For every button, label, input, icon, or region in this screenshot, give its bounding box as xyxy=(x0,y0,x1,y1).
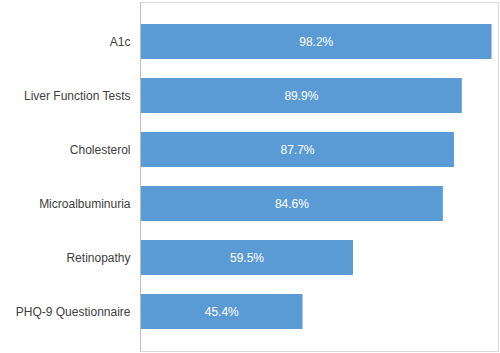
svg-text:PHQ-9 Questionnaire: PHQ-9 Questionnaire xyxy=(16,305,131,319)
svg-text:Cholesterol: Cholesterol xyxy=(70,143,131,157)
svg-text:Liver Function Tests: Liver Function Tests xyxy=(24,89,131,103)
svg-text:89.9%: 89.9% xyxy=(284,89,318,103)
svg-text:Microalbuminuria: Microalbuminuria xyxy=(39,197,131,211)
svg-text:98.2%: 98.2% xyxy=(299,35,333,49)
svg-text:84.6%: 84.6% xyxy=(275,197,309,211)
svg-text:87.7%: 87.7% xyxy=(280,143,314,157)
svg-text:59.5%: 59.5% xyxy=(230,251,264,265)
svg-text:Retinopathy: Retinopathy xyxy=(66,251,130,265)
svg-text:A1c: A1c xyxy=(110,35,131,49)
svg-text:45.4%: 45.4% xyxy=(205,305,239,319)
